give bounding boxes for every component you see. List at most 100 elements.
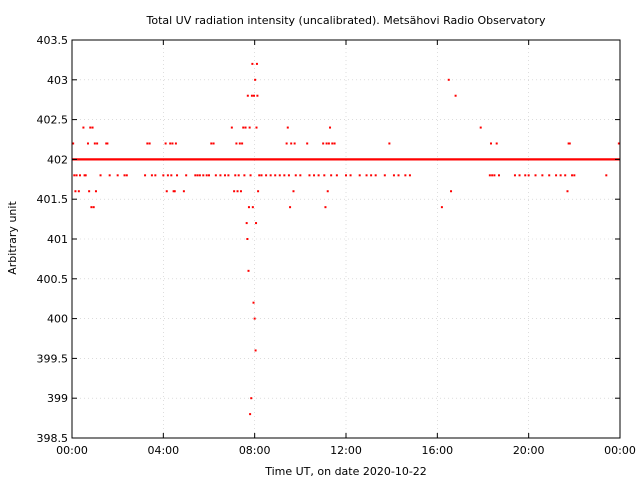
data-point (212, 142, 215, 145)
data-point (408, 174, 411, 177)
data-point (245, 222, 248, 225)
data-point (92, 206, 95, 209)
data-point (144, 174, 147, 177)
data-point (568, 142, 571, 145)
data-point (172, 190, 175, 193)
y-tick-label: 399.5 (37, 352, 69, 365)
data-point (82, 126, 85, 129)
data-point (237, 174, 240, 177)
data-point (256, 94, 259, 97)
data-point (94, 190, 97, 193)
data-point (495, 142, 498, 145)
data-point (327, 142, 330, 145)
data-point (227, 174, 230, 177)
data-point (493, 174, 496, 177)
data-point (106, 142, 109, 145)
data-point (251, 206, 254, 209)
data-point (254, 78, 257, 81)
data-point (176, 174, 179, 177)
data-point (171, 142, 174, 145)
data-point (274, 174, 277, 177)
data-point (527, 174, 530, 177)
chart-title: Total UV radiation intensity (uncalibrat… (146, 14, 546, 27)
data-point (313, 174, 316, 177)
x-axis-ticks: 00:00 04:00 08:00 12:00 16:00 20:00 00:00 (56, 40, 636, 457)
x-tick-label: 08:00 (239, 444, 271, 457)
data-point (326, 190, 329, 193)
data-point (150, 174, 153, 177)
data-point (96, 142, 99, 145)
data-point (74, 190, 77, 193)
data-point (254, 349, 257, 352)
data-point (162, 174, 165, 177)
data-point (317, 174, 320, 177)
data-point (83, 174, 86, 177)
data-point (269, 174, 272, 177)
data-point (392, 174, 395, 177)
data-point (513, 174, 516, 177)
data-point (235, 142, 238, 145)
data-point (165, 190, 168, 193)
data-point (617, 142, 620, 145)
data-point (146, 142, 149, 145)
x-tick-label: 00:00 (56, 444, 88, 457)
data-point (559, 174, 562, 177)
data-point (564, 174, 567, 177)
data-point (289, 206, 292, 209)
data-point (251, 62, 254, 65)
data-point (77, 190, 80, 193)
data-point (125, 174, 128, 177)
data-point (249, 174, 252, 177)
data-point (234, 174, 237, 177)
data-point (88, 190, 91, 193)
data-point (605, 174, 608, 177)
data-point (242, 126, 245, 129)
data-point (75, 174, 78, 177)
y-tick-label: 402 (47, 153, 68, 166)
data-point (123, 174, 126, 177)
data-point (524, 174, 527, 177)
data-point (365, 174, 368, 177)
data-point (255, 62, 258, 65)
data-point (454, 94, 457, 97)
grid-lines (72, 40, 620, 438)
data-point (541, 174, 544, 177)
x-axis-label: Time UT, on date 2020-10-22 (264, 465, 427, 478)
data-point (84, 174, 87, 177)
data-point (333, 142, 336, 145)
data-point (358, 174, 361, 177)
data-point (252, 94, 255, 97)
data-point (89, 126, 92, 129)
data-point (210, 142, 213, 145)
data-point (306, 142, 309, 145)
data-point (489, 142, 492, 145)
data-point (571, 174, 574, 177)
y-tick-label: 402.5 (37, 114, 69, 127)
data-point (198, 174, 201, 177)
y-tick-label: 398.5 (37, 432, 69, 445)
data-point (294, 174, 297, 177)
data-point (164, 142, 167, 145)
data-point (233, 190, 236, 193)
y-tick-label: 399 (47, 392, 68, 405)
data-point (248, 126, 251, 129)
data-point (349, 174, 352, 177)
data-point (258, 174, 261, 177)
data-point (78, 174, 81, 177)
data-point (335, 174, 338, 177)
x-tick-label: 12:00 (330, 444, 362, 457)
data-point (196, 174, 199, 177)
data-point (329, 126, 332, 129)
data-point (534, 174, 537, 177)
data-point (285, 142, 288, 145)
data-point (174, 142, 177, 145)
data-point (308, 174, 311, 177)
data-point (287, 174, 290, 177)
data-point (479, 126, 482, 129)
data-point (518, 174, 521, 177)
data-point (73, 174, 76, 177)
data-point (238, 142, 241, 145)
x-tick-label: 00:00 (604, 444, 636, 457)
plot-frame (71, 39, 621, 439)
